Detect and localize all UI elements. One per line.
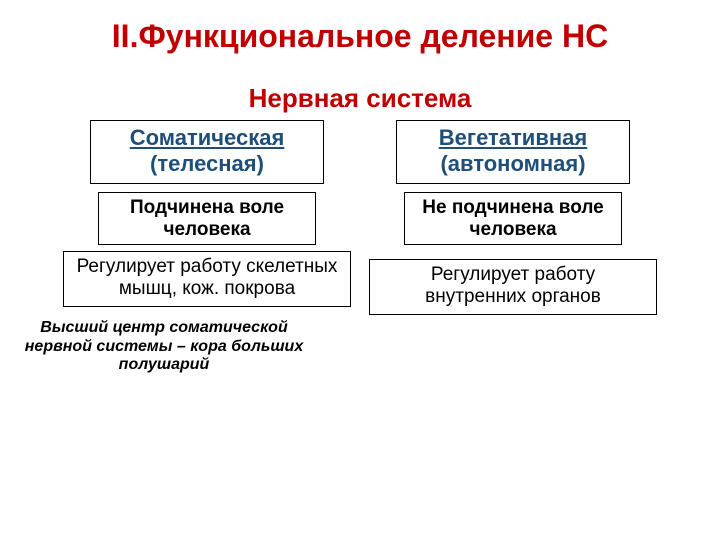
column-somatic: Соматическая (телесная) Подчинена воле ч… — [71, 120, 343, 315]
somatic-reg-box: Регулирует работу скелетных мышц, кож. п… — [63, 251, 351, 307]
footnote-text: Высший центр соматической нервной систем… — [18, 319, 310, 374]
somatic-name-box: Соматическая (телесная) — [90, 120, 324, 184]
vegetative-name-box: Вегетативная (автономная) — [396, 120, 630, 184]
vegetative-reg-box: Регулирует работу внутренних органов — [369, 259, 657, 315]
column-vegetative: Вегетативная (автономная) Не подчинена в… — [377, 120, 649, 315]
slide-title: II.Функциональное деление НС — [0, 0, 720, 55]
slide-subtitle: Нервная система — [0, 83, 720, 114]
somatic-will-box: Подчинена воле человека — [98, 192, 316, 246]
somatic-name-bot: (телесная) — [97, 151, 317, 177]
somatic-name-top: Соматическая — [97, 125, 317, 151]
slide-root: II.Функциональное деление НС Нервная сис… — [0, 0, 720, 540]
vegetative-name-top: Вегетативная — [403, 125, 623, 151]
columns-wrap: Соматическая (телесная) Подчинена воле ч… — [0, 120, 720, 315]
vegetative-will-box: Не подчинена воле человека — [404, 192, 622, 246]
vegetative-name-bot: (автономная) — [403, 151, 623, 177]
